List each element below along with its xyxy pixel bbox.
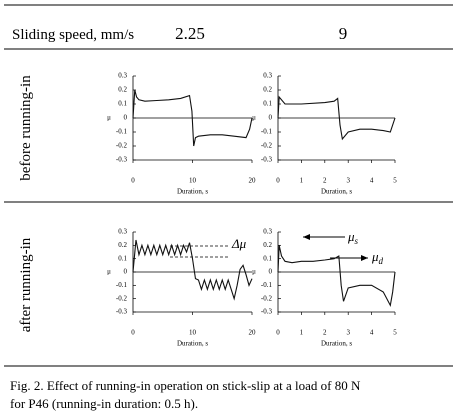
- y-tick-label: -0.3: [116, 308, 128, 316]
- data-line: [132, 89, 253, 147]
- y-tick-label: 0: [269, 114, 273, 122]
- data-line: [277, 245, 396, 308]
- y-tick-label: 0.1: [263, 100, 272, 108]
- x-tick-label: 1: [300, 177, 304, 185]
- y-axis-label: μ: [252, 114, 256, 122]
- x-tick-label: 4: [370, 329, 374, 337]
- y-tick-label: 0: [124, 268, 128, 276]
- y-tick-label: -0.1: [261, 281, 273, 289]
- annotation-subscript: s: [355, 236, 359, 246]
- data-line: [277, 95, 396, 141]
- x-tick-label: 0: [276, 177, 280, 185]
- row-label: after running-in: [18, 237, 34, 332]
- x-axis-label: Duration, s: [321, 188, 352, 196]
- y-tick-label: 0: [124, 114, 128, 122]
- x-tick-label: 0: [276, 329, 280, 337]
- caption: for P46 (running-in duration: 0.5 h).: [10, 396, 198, 411]
- x-tick-label: 3: [346, 329, 350, 337]
- arrow-head: [303, 234, 310, 240]
- y-tick-label: -0.1: [116, 128, 128, 136]
- y-tick-label: 0.3: [263, 228, 272, 236]
- x-tick-label: 10: [189, 329, 197, 337]
- x-tick-label: 0: [131, 329, 135, 337]
- y-axis-label: μ: [107, 114, 111, 122]
- y-tick-label: -0.3: [261, 308, 273, 316]
- annotation-subscript: d: [379, 256, 384, 266]
- y-tick-label: -0.1: [261, 128, 273, 136]
- y-tick-label: 0.3: [118, 72, 127, 80]
- x-tick-label: 5: [393, 329, 397, 337]
- x-tick-label: 20: [249, 177, 257, 185]
- x-axis-label: Duration, s: [177, 340, 208, 348]
- y-tick-label: 0.1: [118, 254, 127, 262]
- y-tick-label: -0.2: [116, 142, 128, 150]
- speed: 2.25: [175, 24, 205, 43]
- x-axis-label: Duration, s: [321, 340, 352, 348]
- x-tick-label: 5: [393, 177, 397, 185]
- y-tick-label: 0.2: [263, 241, 272, 249]
- x-tick-label: 2: [323, 177, 327, 185]
- x-tick-label: 20: [249, 329, 257, 337]
- y-tick-label: -0.3: [116, 156, 128, 164]
- annotation-symbol: μ: [347, 229, 355, 244]
- x-tick-label: 2: [323, 329, 327, 337]
- y-tick-label: 0.1: [118, 100, 127, 108]
- x-axis-label: Duration, s: [177, 188, 208, 196]
- y-tick-label: -0.3: [261, 156, 273, 164]
- y-tick-label: 0.2: [118, 241, 127, 249]
- data-line: [132, 239, 253, 301]
- speed: 9: [339, 24, 348, 43]
- y-axis-label: μ: [252, 268, 256, 276]
- y-tick-label: 0.3: [118, 228, 127, 236]
- x-tick-label: 0: [131, 177, 135, 185]
- row-label: before running-in: [18, 75, 34, 181]
- annotation-symbol: Δμ: [231, 236, 247, 251]
- arrow-head: [361, 255, 368, 261]
- annotation-symbol: μ: [371, 249, 379, 264]
- y-tick-label: -0.2: [261, 142, 273, 150]
- x-tick-label: 1: [300, 329, 304, 337]
- y-axis-label: μ: [107, 268, 111, 276]
- y-tick-label: 0.3: [263, 72, 272, 80]
- y-tick-label: 0.2: [118, 86, 127, 94]
- header-label: Sliding speed, mm/s: [12, 27, 134, 43]
- annotation: Δμ: [231, 236, 247, 251]
- annotation: μs: [347, 229, 359, 246]
- x-tick-label: 3: [346, 177, 350, 185]
- y-tick-label: 0: [269, 268, 273, 276]
- x-tick-label: 4: [370, 177, 374, 185]
- y-tick-label: 0.1: [263, 254, 272, 262]
- y-tick-label: -0.2: [261, 294, 273, 302]
- caption: Fig. 2. Effect of running-in operation o…: [10, 378, 361, 393]
- y-tick-label: -0.1: [116, 281, 128, 289]
- annotation: μd: [371, 249, 384, 266]
- y-tick-label: 0.2: [263, 86, 272, 94]
- x-tick-label: 10: [189, 177, 197, 185]
- y-tick-label: -0.2: [116, 294, 128, 302]
